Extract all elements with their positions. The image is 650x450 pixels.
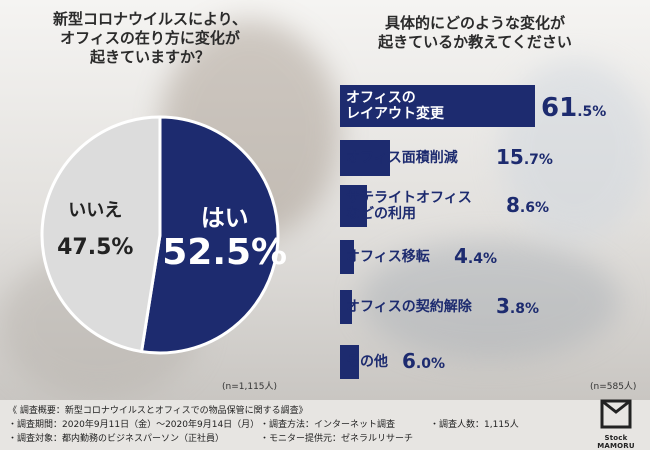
bar-category-line: オフィス面積削減 — [346, 150, 458, 166]
left-question-title: 新型コロナウイルスにより、 オフィスの在り方に変化が 起きていますか？ — [20, 10, 280, 67]
bar-value-label: 15.7% — [496, 145, 553, 169]
bar-value-decimal: .7% — [523, 152, 553, 168]
left-title-line: 起きていますか？ — [89, 48, 210, 66]
bar-value-decimal: .0% — [415, 356, 446, 372]
bar-value-integer: 8 — [506, 193, 520, 217]
bar — [340, 85, 535, 127]
bar-value-integer: 6 — [402, 349, 416, 373]
bar — [340, 185, 368, 227]
bar-value-label: 3.8% — [496, 294, 539, 318]
pie-slice-value-1: 47.5% — [57, 235, 133, 260]
bar — [340, 290, 353, 324]
bar-value-label: 8.6% — [506, 193, 549, 217]
bar-category-label: オフィスの契約解除 — [346, 299, 472, 315]
bar-category-label: オフィス面積削減 — [346, 150, 458, 166]
bar-category-label: サテライトオフィス などの利用 — [346, 190, 472, 222]
bar-category-line: サテライトオフィス — [346, 190, 472, 206]
bar-value-label: 4.4% — [454, 244, 497, 268]
survey-provider: ・モニター提供元：ゼネラルリサーチ — [260, 434, 414, 444]
right-title-line: 具体的にどのような変化が — [384, 14, 565, 32]
bar-value-integer: 61 — [541, 93, 578, 123]
bar-value-integer: 4 — [454, 244, 468, 268]
bar-value-integer: 3 — [496, 294, 510, 318]
pie-slice-0 — [139, 115, 280, 355]
bar-value-decimal: .6% — [519, 200, 550, 216]
right-title-line: 起きているか教えてください — [378, 33, 572, 51]
bar-category-line: その他 — [346, 354, 388, 370]
survey-respondents: ・調査人数：1,115人 — [430, 420, 519, 430]
left-title-line: 新型コロナウイルスにより、 — [52, 10, 248, 28]
bar-value-label: 6.0% — [402, 349, 445, 373]
bar — [340, 140, 390, 176]
pie-slice-label-1: いいえ — [68, 200, 122, 221]
bar-category-line: などの利用 — [346, 206, 416, 222]
bar-category-label: オフィスの レイアウト変更 — [346, 90, 444, 122]
bar — [340, 240, 354, 274]
box-logo-icon — [600, 399, 632, 429]
survey-target: ・調査対象：都内勤務のビジネスパーソン（正社員） — [8, 434, 225, 444]
bar — [340, 345, 360, 379]
survey-summary: 《 調査概要：新型コロナウイルスとオフィスでの物品保管に関する調査》 — [8, 406, 308, 416]
bar-value-integer: 15 — [496, 145, 524, 169]
bar-category-label: オフィス移転 — [346, 249, 430, 265]
bar-category-line: レイアウト変更 — [346, 106, 444, 122]
stock-mamoru-logo: Stock MAMORU — [586, 398, 646, 450]
pie-sample-size: (n=1,115人) — [222, 382, 278, 392]
logo-text: Stock MAMORU — [597, 434, 635, 450]
bar-category-line: オフィスの契約解除 — [346, 299, 472, 315]
survey-method: ・調査方法：インターネット調査 — [260, 420, 396, 430]
bar-category-line: オフィスの — [346, 90, 416, 106]
pie-slice-1 — [40, 115, 162, 354]
pie-slice-label-0: はい — [201, 204, 249, 232]
survey-footer: 《 調査概要：新型コロナウイルスとオフィスでの物品保管に関する調査》 ・調査期間… — [0, 400, 650, 450]
bar-category-line: オフィス移転 — [346, 249, 430, 265]
bar-category-label: その他 — [346, 354, 388, 370]
bar-sample-size: (n=585人) — [590, 382, 637, 392]
bar-value-label: 61.5% — [541, 93, 606, 123]
bar-value-decimal: .5% — [577, 104, 607, 120]
bar-value-decimal: .4% — [467, 251, 498, 267]
pie-slice-value-0: 52.5% — [162, 232, 287, 273]
left-title-line: オフィスの在り方に変化が — [60, 29, 240, 47]
right-question-title: 具体的にどのような変化が 起きているか教えてください — [335, 14, 615, 52]
survey-period: ・調査期間：2020年9月11日（金）～2020年9月14日（月） — [8, 420, 260, 430]
bar-value-decimal: .8% — [509, 301, 540, 317]
